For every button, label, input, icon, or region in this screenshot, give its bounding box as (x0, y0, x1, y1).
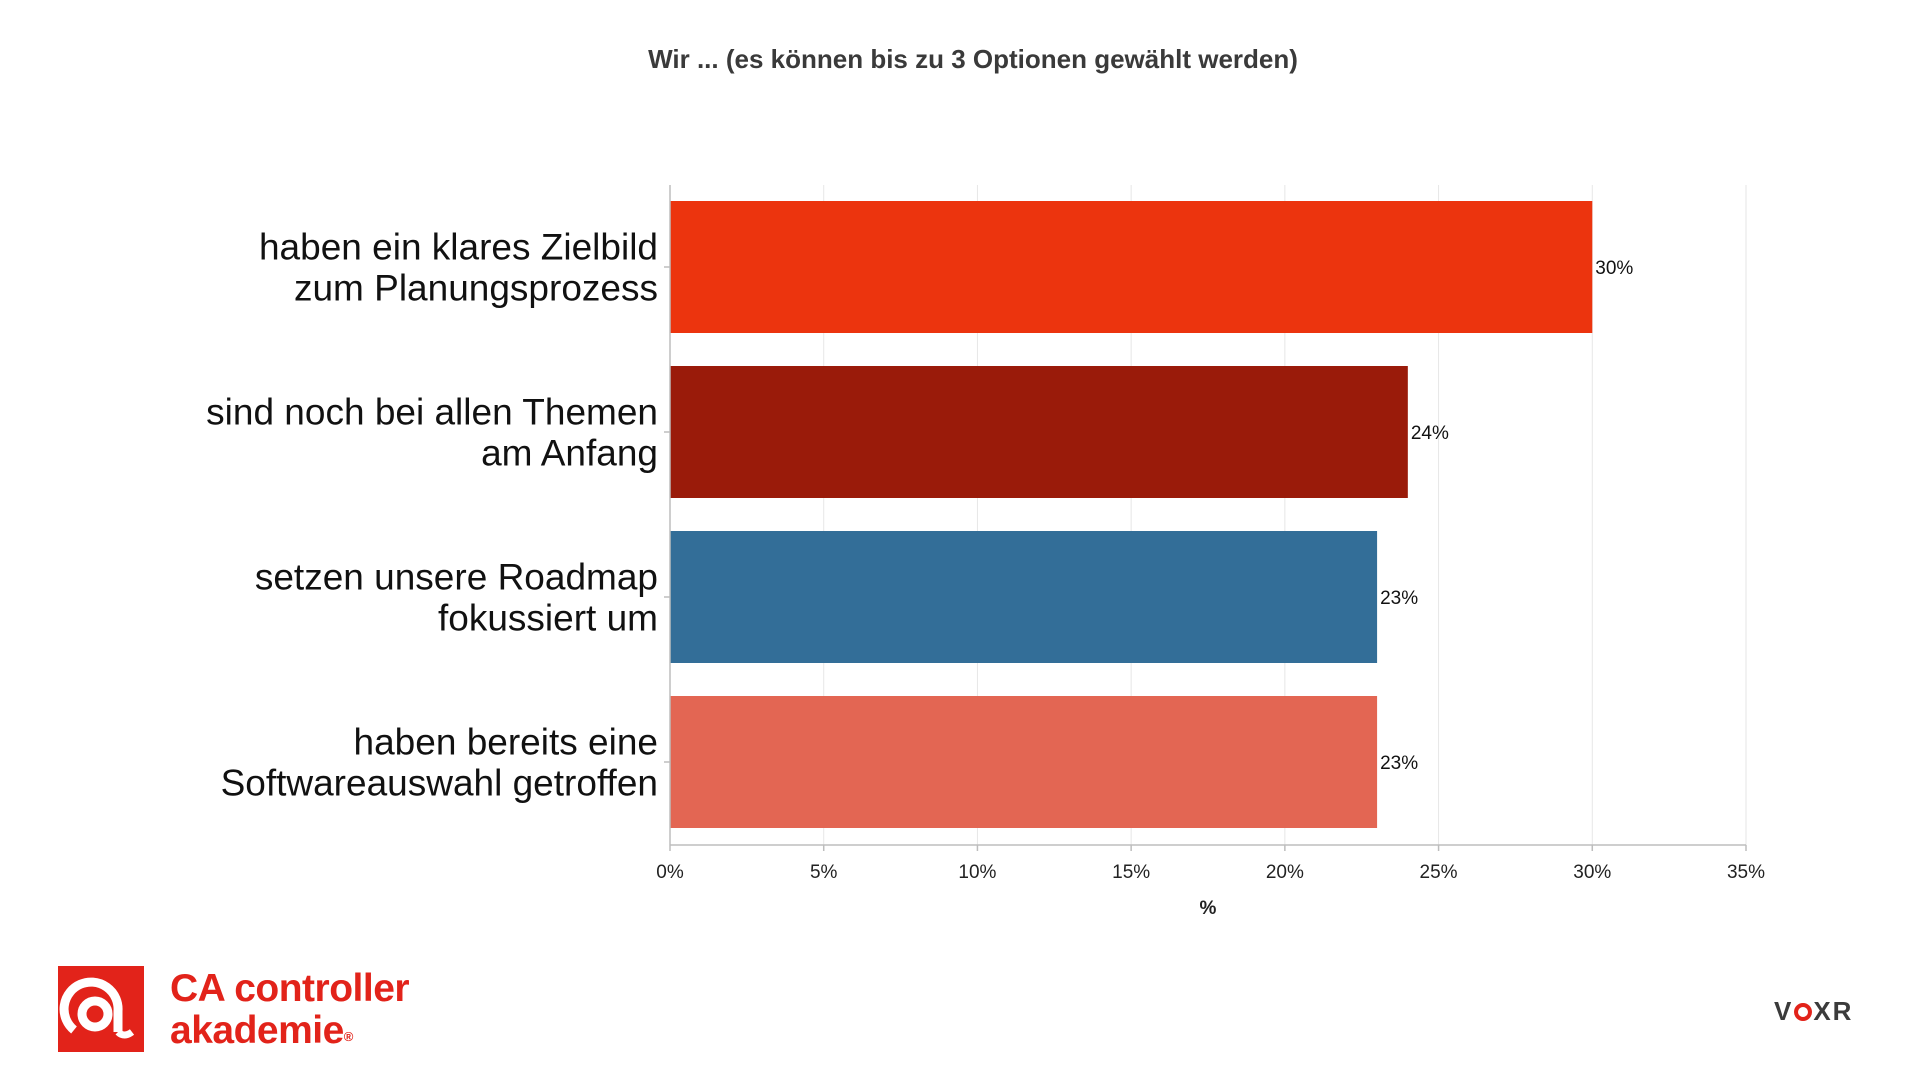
voxr-logo-pre: V (1774, 996, 1794, 1026)
voxr-logo: V XR (1774, 996, 1853, 1027)
x-tick-label: 5% (810, 862, 838, 883)
category-label: haben bereits eine (354, 722, 658, 763)
category-label: Softwareauswahl getroffen (221, 763, 658, 804)
category-label: am Anfang (481, 433, 658, 474)
bar (670, 201, 1593, 333)
ca-logo-mark-icon (58, 966, 144, 1052)
x-tick-label: 0% (656, 862, 684, 883)
bar-value-label: 23% (1380, 753, 1418, 774)
bar-value-label: 30% (1595, 258, 1633, 279)
x-tick-label: 15% (1112, 862, 1150, 883)
bar-value-label: 24% (1411, 423, 1449, 444)
bar (670, 696, 1378, 828)
category-label: zum Planungsprozess (294, 268, 658, 309)
x-tick-label: 30% (1573, 862, 1611, 883)
bar (670, 366, 1408, 498)
registered-mark: ® (343, 1029, 354, 1044)
bar-value-label: 23% (1380, 588, 1418, 609)
chart-title: Wir ... (es können bis zu 3 Optionen gew… (648, 44, 1298, 74)
category-label: haben ein klares Zielbild (259, 227, 658, 268)
x-tick-label: 10% (958, 862, 996, 883)
x-tick-label: 25% (1420, 862, 1458, 883)
ca-logo-text: CA controller akademie® (170, 967, 410, 1052)
x-axis-title: % (1200, 898, 1217, 919)
ca-logo-line1: CA controller (170, 967, 410, 1010)
ca-controller-akademie-logo: CA controller akademie® (58, 966, 498, 1058)
category-label: setzen unsere Roadmap (255, 557, 658, 598)
category-label: fokussiert um (438, 598, 658, 639)
category-label: sind noch bei allen Themen (206, 392, 658, 433)
ca-logo-line2-text: akademie (170, 1009, 344, 1052)
bar (670, 531, 1378, 663)
voxr-logo-post: XR (1813, 996, 1854, 1026)
ca-logo-line2: akademie® (170, 1010, 409, 1052)
voxr-o-icon (1794, 1003, 1813, 1021)
x-tick-label: 20% (1266, 862, 1304, 883)
x-tick-label: 35% (1727, 862, 1765, 883)
